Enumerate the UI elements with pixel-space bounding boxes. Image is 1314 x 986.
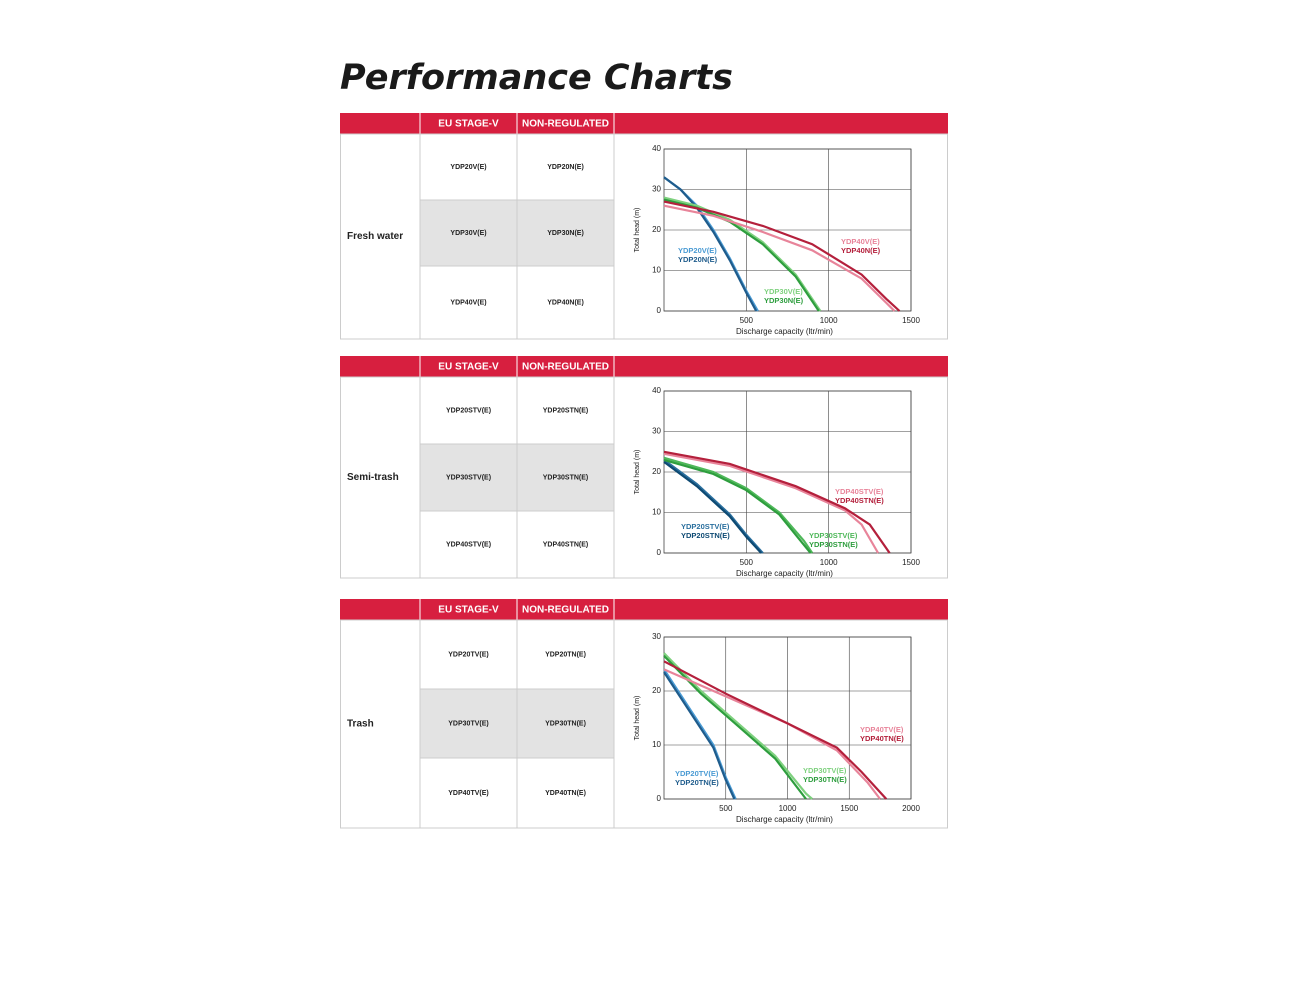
model-name: YDP20N(E) — [547, 164, 584, 171]
series-label: YDP20TN(E) — [675, 778, 719, 787]
x-tick-label: 1000 — [820, 316, 838, 325]
model-name: YDP30TN(E) — [545, 720, 586, 727]
y-tick-label: 10 — [652, 740, 661, 749]
series-label: YDP30STV(E) — [809, 531, 858, 540]
curve — [663, 176, 758, 312]
y-axis-label: Total head (m) — [634, 696, 641, 741]
page-title: Performance Charts — [340, 58, 733, 98]
x-tick-label: 500 — [719, 804, 733, 813]
y-tick-label: 20 — [652, 467, 661, 476]
model-name: YDP20STV(E) — [446, 407, 491, 414]
model-name: YDP40N(E) — [547, 299, 584, 306]
model-name: YDP40STN(E) — [543, 541, 589, 548]
model-name: YDP30TV(E) — [448, 720, 488, 727]
series-label: YDP40N(E) — [841, 246, 881, 255]
y-axis-label: Total head (m) — [634, 450, 641, 495]
model-name: YDP30V(E) — [450, 230, 486, 237]
model-name: YDP40TV(E) — [448, 790, 488, 797]
series-label: YDP30TV(E) — [803, 766, 847, 775]
x-axis-label: Discharge capacity (ltr/min) — [736, 815, 833, 824]
section-border — [340, 133, 948, 340]
header-bar — [340, 113, 948, 134]
model-name: YDP30STV(E) — [446, 474, 491, 481]
header-bar — [340, 599, 948, 620]
x-tick-label: 2000 — [902, 804, 920, 813]
y-tick-label: 30 — [652, 632, 661, 641]
curve — [663, 652, 813, 800]
column-header: EU STAGE-V — [438, 362, 499, 373]
y-tick-label: 10 — [652, 266, 661, 275]
curve — [663, 461, 763, 554]
x-tick-label: 1500 — [902, 316, 920, 325]
x-tick-label: 1500 — [840, 804, 858, 813]
curve — [663, 452, 880, 554]
y-tick-label: 0 — [657, 306, 662, 315]
model-name: YDP40STV(E) — [446, 541, 491, 548]
series-label: YDP20TV(E) — [675, 769, 719, 778]
column-header: NON-REGULATED — [522, 119, 609, 130]
y-tick-label: 40 — [652, 144, 661, 153]
y-tick-label: 30 — [652, 427, 661, 436]
model-name: YDP20STN(E) — [543, 407, 589, 414]
x-tick-label: 1000 — [820, 558, 838, 567]
curve — [663, 458, 812, 554]
series-label: YDP40STN(E) — [835, 496, 884, 505]
series-label: YDP20STV(E) — [681, 522, 730, 531]
x-axis-label: Discharge capacity (ltr/min) — [736, 327, 833, 336]
column-header: NON-REGULATED — [522, 605, 609, 616]
series-label: YDP30TN(E) — [803, 775, 847, 784]
y-tick-label: 10 — [652, 508, 661, 517]
column-header: EU STAGE-V — [438, 119, 499, 130]
series-label: YDP40TN(E) — [860, 734, 904, 743]
model-name: YDP30STN(E) — [543, 474, 589, 481]
y-tick-label: 0 — [657, 794, 662, 803]
series-label: YDP30STN(E) — [809, 540, 858, 549]
model-name: YDP20TV(E) — [448, 651, 488, 658]
curve — [663, 668, 737, 800]
curve — [663, 450, 891, 554]
series-label: YDP20STN(E) — [681, 531, 730, 540]
model-name: YDP30N(E) — [547, 230, 584, 237]
curve — [663, 200, 901, 312]
section-border — [340, 619, 948, 829]
x-tick-label: 500 — [740, 558, 754, 567]
section-border — [340, 376, 948, 579]
row-label: Fresh water — [347, 231, 403, 242]
series-label: YDP30V(E) — [764, 287, 803, 296]
header-bar — [340, 356, 948, 377]
series-label: YDP30N(E) — [764, 296, 804, 305]
model-name: YDP40TN(E) — [545, 790, 586, 797]
x-tick-label: 500 — [740, 316, 754, 325]
y-tick-label: 30 — [652, 185, 661, 194]
x-tick-label: 1000 — [779, 804, 797, 813]
y-tick-label: 0 — [657, 548, 662, 557]
curve — [663, 196, 822, 312]
series-label: YDP40TV(E) — [860, 725, 904, 734]
y-tick-label: 20 — [652, 225, 661, 234]
curve — [663, 660, 888, 800]
y-tick-label: 20 — [652, 686, 661, 695]
series-label: YDP20V(E) — [678, 246, 717, 255]
y-tick-label: 40 — [652, 386, 661, 395]
series-label: YDP20N(E) — [678, 255, 718, 264]
x-axis-label: Discharge capacity (ltr/min) — [736, 569, 833, 578]
series-label: YDP40V(E) — [841, 237, 880, 246]
curve — [663, 456, 814, 554]
column-header: EU STAGE-V — [438, 605, 499, 616]
series-label: YDP40STV(E) — [835, 487, 884, 496]
curve — [663, 668, 881, 800]
model-name: YDP20V(E) — [450, 164, 486, 171]
x-tick-label: 1500 — [902, 558, 920, 567]
column-header: NON-REGULATED — [522, 362, 609, 373]
row-label: Trash — [347, 719, 374, 730]
curve — [663, 459, 764, 554]
row-label: Semi-trash — [347, 472, 399, 483]
model-name: YDP40V(E) — [450, 299, 486, 306]
curve — [663, 671, 736, 800]
model-name: YDP20TN(E) — [545, 651, 586, 658]
curve — [663, 204, 896, 312]
y-axis-label: Total head (m) — [634, 208, 641, 253]
